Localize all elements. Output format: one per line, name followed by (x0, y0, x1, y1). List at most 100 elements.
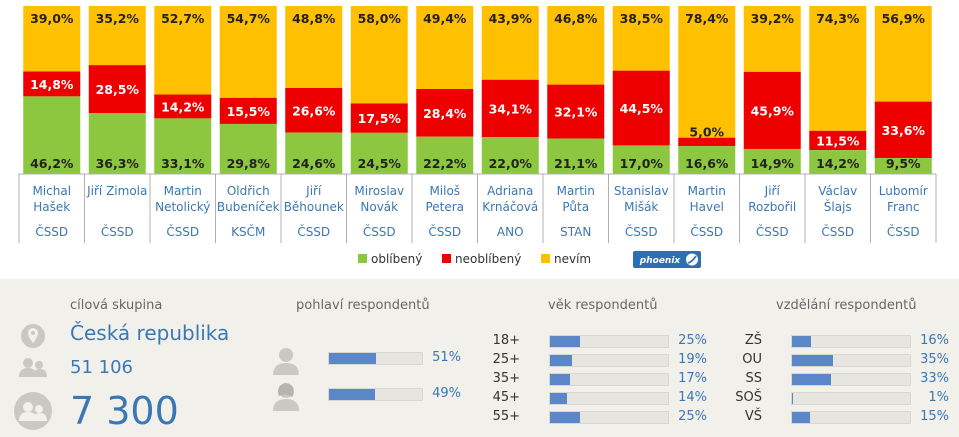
candidate-last-name: Bubeníček (217, 200, 280, 214)
candidate-party: ČSSD (35, 224, 68, 239)
label-neoblibeny: 14,8% (30, 77, 74, 92)
female-icon (273, 383, 299, 411)
gender-pct: 49% (432, 386, 461, 401)
candidate-first-name: Martin (688, 184, 726, 198)
bar-oblibeny (154, 118, 212, 174)
label-neoblibeny: 34,1% (489, 101, 533, 116)
label-nevim: 58,0% (358, 11, 402, 26)
candidate-party: ČSSD (297, 224, 330, 239)
bar-nevim (481, 6, 539, 80)
label-nevim: 54,7% (227, 11, 271, 26)
bar-nevim (743, 6, 801, 72)
male-icon (273, 348, 299, 375)
label-neoblibeny: 28,4% (423, 106, 467, 121)
label-nevim: 52,7% (161, 11, 205, 26)
candidate-last-name: Krnáčová (482, 200, 538, 214)
bar-neoblibeny (678, 137, 736, 147)
education-label: OU (742, 352, 762, 367)
bar-nevim (809, 6, 867, 131)
bar-neoblibeny (350, 103, 408, 133)
education-bar-fill (792, 336, 811, 347)
candidate-party: ČSSD (428, 224, 461, 239)
legend-swatch (442, 254, 451, 263)
bar-oblibeny (219, 123, 277, 174)
bar-nevim (350, 6, 408, 104)
label-neoblibeny: 17,5% (358, 111, 402, 126)
respondent-panel: cílová skupina Česká republika 51 106 7 … (0, 279, 959, 437)
bar-neoblibeny (481, 79, 539, 138)
bar-neoblibeny (88, 65, 146, 114)
candidate-first-name: Miroslav (354, 184, 404, 198)
bar-neoblibeny (219, 97, 277, 124)
phoenix-logo-mark (686, 253, 698, 266)
candidate-last-name: Havel (690, 200, 724, 214)
bar-oblibeny (88, 113, 146, 174)
candidate-party: ANO (497, 225, 524, 239)
bar-oblibeny (350, 132, 408, 174)
label-oblibeny: 24,5% (358, 156, 402, 171)
candidate-first-name: Jiří (305, 184, 322, 198)
age-bar-track (549, 373, 669, 386)
candidate-last-name: Netolický (155, 200, 210, 214)
education-pct: 35% (920, 352, 949, 367)
candidate-first-name: Stanislav (614, 184, 669, 198)
respondents-icon (14, 392, 52, 430)
age-label: 55+ (492, 409, 520, 424)
bar-oblibeny (23, 96, 81, 174)
candidate-first-name: Adriana (487, 184, 533, 198)
bar-oblibeny (612, 145, 670, 174)
age-label: 25+ (492, 352, 520, 367)
bar-neoblibeny (809, 130, 867, 151)
age-bar-fill (550, 355, 573, 366)
bar-nevim (285, 6, 343, 88)
label-oblibeny: 33,1% (161, 156, 205, 171)
bar-neoblibeny (416, 88, 474, 137)
label-nevim: 48,8% (292, 11, 336, 26)
phoenix-logo-text: phoenix (639, 256, 682, 266)
age-bar-fill (550, 374, 571, 385)
bar-neoblibeny (547, 84, 605, 139)
gender-pct: 51% (432, 350, 461, 365)
candidate-last-name: Půta (562, 200, 589, 214)
age-bar-track (549, 392, 669, 405)
candidate-last-name: Novák (360, 200, 398, 214)
candidate-party: ČSSD (887, 224, 920, 239)
label-neoblibeny: 15,5% (227, 104, 271, 119)
candidate-party: STAN (560, 225, 591, 239)
age-label: 45+ (492, 390, 520, 405)
education-bar-fill (792, 393, 794, 404)
age-label: 35+ (492, 371, 520, 386)
candidate-first-name: Jiří Zimola (86, 184, 147, 198)
label-oblibeny: 22,0% (489, 156, 533, 171)
bar-nevim (547, 6, 605, 85)
popularity-chart: 39,0% 14,8% 46,2% 35,2% 28,5% 36,3% 52,7% 14,2%… (18, 6, 937, 268)
age-pct: 25% (678, 409, 707, 424)
education-title: vzdělání respondentů (776, 298, 917, 313)
bar-neoblibeny (743, 71, 801, 149)
age-bar-track (549, 354, 669, 367)
label-neoblibeny: 32,1% (554, 105, 598, 120)
candidate-party: KSČM (231, 224, 265, 239)
candidate-party: ČSSD (363, 224, 396, 239)
bar-oblibeny (874, 158, 932, 174)
age-pct: 14% (678, 390, 707, 405)
age-pct: 17% (678, 371, 707, 386)
label-oblibeny: 29,8% (227, 156, 271, 171)
age-bar-fill (550, 393, 567, 404)
bar-oblibeny (416, 136, 474, 174)
bar-neoblibeny (285, 87, 343, 133)
gender-bar-fill (329, 353, 377, 364)
bar-oblibeny (285, 132, 343, 174)
education-bar-track (791, 354, 911, 367)
education-pct: 1% (928, 390, 949, 405)
education-pct: 33% (920, 371, 949, 386)
gender-title: pohlaví respondentů (296, 298, 430, 313)
candidate-last-name: Hašek (33, 200, 70, 214)
bar-oblibeny (547, 138, 605, 174)
education-bar-track (791, 335, 911, 348)
bar-nevim (154, 6, 212, 95)
label-neoblibeny: 33,6% (882, 123, 926, 138)
legend-label: nevím (554, 252, 591, 266)
bar-neoblibeny (154, 94, 212, 119)
target-respondents: 7 300 (70, 389, 179, 433)
